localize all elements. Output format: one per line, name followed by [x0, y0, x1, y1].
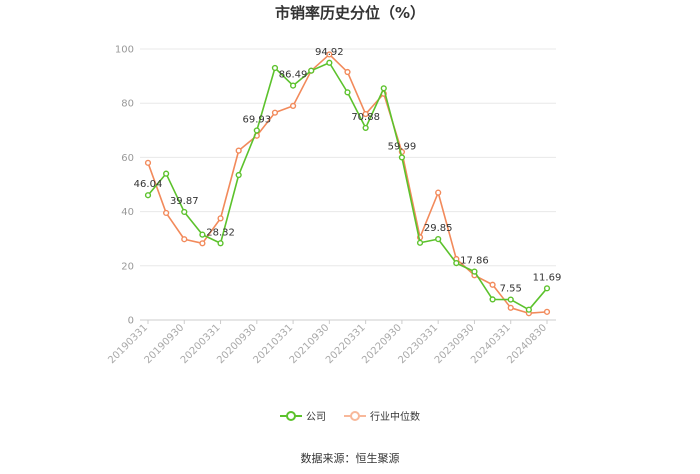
data-point-1	[507, 304, 514, 311]
data-label: 39.87	[170, 196, 199, 207]
data-point-0	[344, 89, 351, 96]
data-label: 70.88	[351, 112, 380, 123]
data-label: 7.55	[500, 284, 522, 295]
legend-item-industry-median[interactable]: 行业中位数	[344, 408, 420, 423]
data-point-0	[199, 231, 206, 238]
data-label: 28.32	[206, 227, 235, 238]
legend-swatch-company	[280, 410, 302, 421]
data-label: 17.86	[460, 256, 489, 267]
data-point-1	[489, 281, 496, 288]
data-point-1	[543, 308, 551, 315]
data-point-1	[163, 209, 170, 217]
data-point-0	[289, 82, 297, 89]
data-point-1	[217, 215, 224, 222]
legend-item-company[interactable]: 公司	[280, 408, 326, 423]
line-chart: 0204060801002019033120190930202003312020…	[106, 45, 562, 367]
series-line-0	[147, 61, 548, 311]
data-point-0	[453, 259, 460, 267]
y-tick-label: 60	[121, 153, 134, 164]
data-point-1	[199, 240, 206, 247]
data-point-0	[181, 208, 188, 216]
data-label: 11.69	[533, 272, 562, 283]
data-label: 46.04	[134, 179, 163, 190]
data-point-0	[507, 296, 514, 303]
data-point-1	[271, 109, 279, 116]
data-point-1	[181, 236, 188, 243]
data-point-1	[344, 68, 351, 76]
data-point-0	[398, 154, 406, 161]
data-point-0	[163, 170, 170, 177]
x-tick-label: 20240830	[505, 322, 549, 366]
data-point-1	[435, 189, 442, 196]
chart-title: 市销率历史分位（%）	[274, 4, 426, 22]
data-point-1	[144, 159, 152, 166]
data-point-0	[489, 296, 496, 303]
data-point-0	[253, 127, 260, 134]
data-point-0	[380, 85, 387, 92]
y-tick-label: 20	[121, 261, 134, 272]
data-point-1	[235, 147, 242, 154]
data-point-0	[271, 64, 279, 72]
data-point-0	[471, 268, 478, 275]
data-point-0	[235, 171, 242, 179]
data-point-0	[543, 285, 551, 292]
legend-label-company: 公司	[306, 412, 326, 423]
data-point-0	[416, 239, 424, 246]
legend-label-industry-median: 行业中位数	[370, 412, 420, 423]
data-label: 69.93	[242, 114, 271, 125]
data-label: 59.99	[388, 141, 417, 152]
data-point-0	[525, 306, 532, 313]
data-point-1	[326, 51, 333, 58]
data-label: 86.49	[279, 70, 308, 81]
data-source-note: 数据来源：恒生聚源	[300, 452, 400, 465]
data-point-1	[289, 102, 297, 110]
data-label: 29.85	[424, 223, 453, 234]
legend: 公司 行业中位数	[0, 408, 700, 423]
data-point-0	[362, 124, 369, 132]
legend-swatch-industry-median	[344, 410, 366, 421]
data-label: 94.92	[315, 47, 344, 58]
data-point-0	[144, 192, 152, 199]
data-point-0	[326, 59, 333, 66]
data-point-0	[217, 240, 224, 247]
data-point-0	[308, 67, 315, 74]
y-tick-label: 0	[128, 316, 134, 327]
data-point-0	[435, 236, 442, 243]
y-tick-label: 80	[121, 99, 134, 110]
data-point-1	[362, 110, 369, 118]
y-tick-label: 40	[121, 207, 134, 218]
y-tick-label: 100	[115, 45, 134, 56]
